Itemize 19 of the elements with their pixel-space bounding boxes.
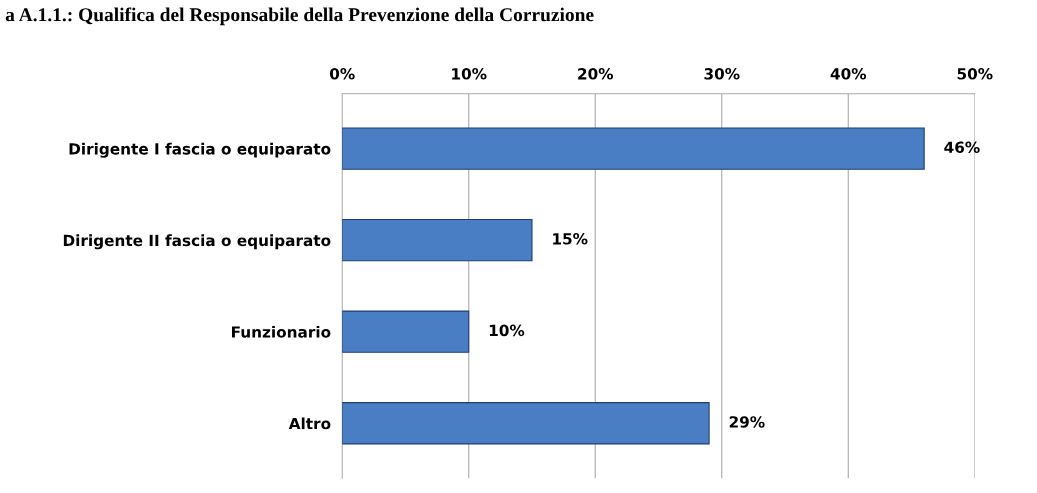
bar <box>342 310 470 353</box>
bar <box>342 402 710 445</box>
data-label: 46% <box>944 141 980 154</box>
x-tick-label: 0% <box>329 68 355 80</box>
data-label: 29% <box>729 416 765 428</box>
x-tick-label: 40% <box>830 68 867 80</box>
x-tick-label: 30% <box>704 68 740 80</box>
y-tick-label: Funzionario <box>232 325 331 338</box>
y-tick-label: Dirigente II fascia o equiparato <box>63 234 331 250</box>
x-tick-label: 50% <box>957 68 993 80</box>
bar <box>342 219 533 262</box>
data-label: 10% <box>489 324 525 337</box>
data-label: 15% <box>553 233 588 245</box>
y-tick-label: Altro <box>288 417 331 430</box>
y-tick-label: Dirigente I fascia o equiparato <box>69 142 331 158</box>
x-tick-label: 20% <box>578 68 614 80</box>
x-tick-label: 10% <box>452 68 487 80</box>
bar <box>342 127 925 170</box>
chart-title: a A.1.1.: Qualifica del Responsabile della Prevenzione della Corruzione <box>5 7 594 26</box>
